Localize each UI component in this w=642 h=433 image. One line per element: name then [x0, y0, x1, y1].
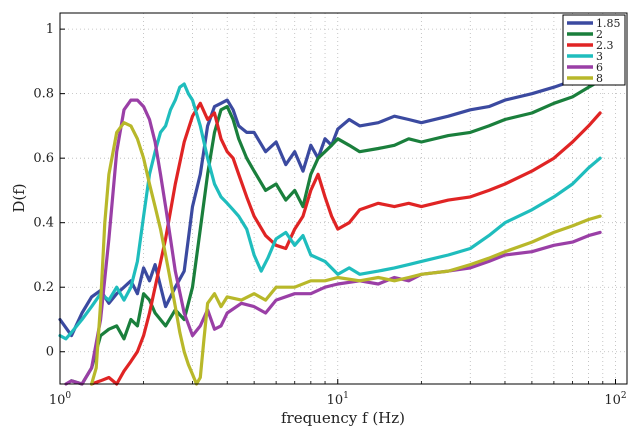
y-tick-label: 1	[46, 22, 54, 37]
legend-box	[562, 14, 626, 86]
series-line-5	[90, 121, 602, 386]
y-tick-label: 0.2	[33, 280, 54, 295]
x-tick-label: 100	[49, 391, 72, 408]
y-tick-label: 0.6	[33, 151, 54, 166]
x-tick-label: 101	[327, 391, 349, 408]
legend-label: 3	[596, 50, 603, 63]
x-tick-label: 102	[604, 391, 626, 408]
x-axis-label: frequency f (Hz)	[281, 409, 405, 427]
plot-frame	[59, 12, 628, 385]
legend-label: 2.3	[596, 39, 614, 52]
series-line-2	[90, 101, 602, 386]
series-lines	[58, 66, 602, 386]
legend-label: 2	[596, 28, 603, 41]
y-axis-label: D(f)	[10, 183, 28, 212]
y-axis-ticks: 0 0.2 0.4 0.6 0.8 1	[33, 22, 65, 360]
y-tick-label: 0.4	[33, 216, 54, 231]
legend-label: 8	[596, 72, 603, 85]
x-axis-ticks: 100 101 102	[49, 379, 627, 408]
series-line-1	[69, 79, 602, 386]
legend-label: 6	[596, 61, 603, 74]
legend-label: 1.85	[596, 17, 621, 30]
y-tick-label: 0	[46, 345, 54, 360]
series-line-3	[58, 82, 602, 341]
y-tick-label: 0.8	[33, 87, 54, 102]
